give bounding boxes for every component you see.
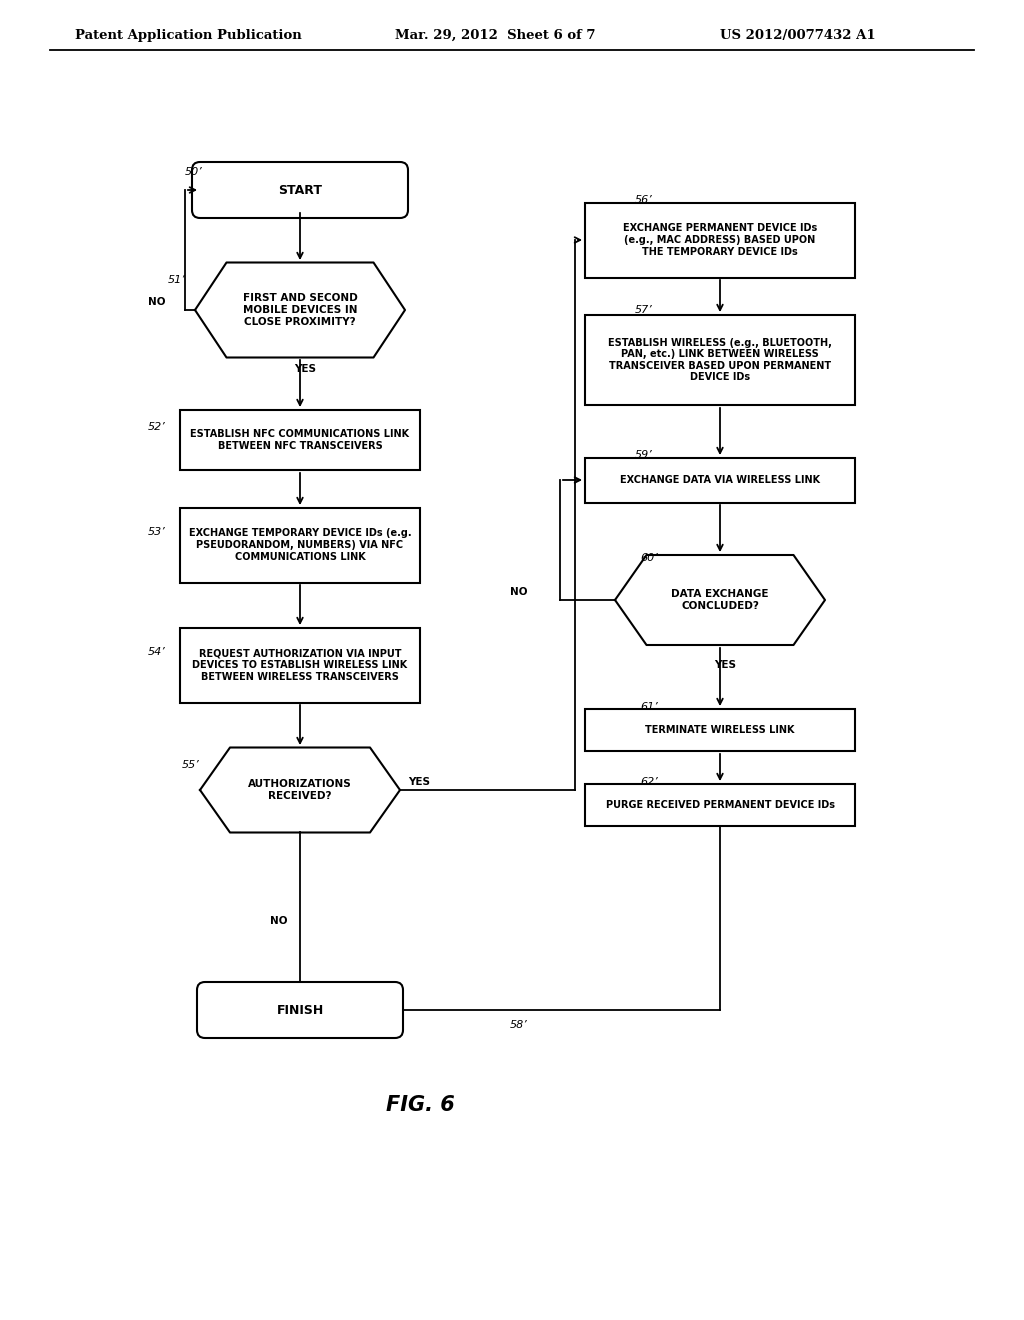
Text: 62’: 62’ <box>640 777 657 787</box>
Text: NO: NO <box>148 297 166 308</box>
Bar <box>180 507 420 582</box>
Text: YES: YES <box>714 660 736 671</box>
Text: EXCHANGE DATA VIA WIRELESS LINK: EXCHANGE DATA VIA WIRELESS LINK <box>620 475 820 484</box>
Text: DATA EXCHANGE
CONCLUDED?: DATA EXCHANGE CONCLUDED? <box>672 589 769 611</box>
Text: 51’: 51’ <box>168 275 185 285</box>
Text: 57’: 57’ <box>635 305 652 315</box>
Text: 60’: 60’ <box>640 553 657 564</box>
Bar <box>180 627 420 702</box>
Text: FIRST AND SECOND
MOBILE DEVICES IN
CLOSE PROXIMITY?: FIRST AND SECOND MOBILE DEVICES IN CLOSE… <box>243 293 357 326</box>
Text: PURGE RECEIVED PERMANENT DEVICE IDs: PURGE RECEIVED PERMANENT DEVICE IDs <box>605 800 835 810</box>
FancyBboxPatch shape <box>197 982 403 1038</box>
Bar <box>585 784 855 826</box>
Text: YES: YES <box>294 363 316 374</box>
Text: US 2012/0077432 A1: US 2012/0077432 A1 <box>720 29 876 41</box>
Polygon shape <box>200 747 400 833</box>
Bar <box>585 315 855 405</box>
Bar <box>585 458 855 503</box>
Text: 55’: 55’ <box>182 760 200 770</box>
Text: AUTHORIZATIONS
RECEIVED?: AUTHORIZATIONS RECEIVED? <box>248 779 352 801</box>
Text: ESTABLISH NFC COMMUNICATIONS LINK
BETWEEN NFC TRANSCEIVERS: ESTABLISH NFC COMMUNICATIONS LINK BETWEE… <box>190 429 410 451</box>
Text: 59’: 59’ <box>635 450 652 459</box>
Text: 61’: 61’ <box>640 702 657 711</box>
Text: NO: NO <box>270 916 288 927</box>
Text: TERMINATE WIRELESS LINK: TERMINATE WIRELESS LINK <box>645 725 795 735</box>
Text: EXCHANGE PERMANENT DEVICE IDs
(e.g., MAC ADDRESS) BASED UPON
THE TEMPORARY DEVIC: EXCHANGE PERMANENT DEVICE IDs (e.g., MAC… <box>623 223 817 256</box>
Bar <box>585 202 855 277</box>
Text: FIG. 6: FIG. 6 <box>386 1096 455 1115</box>
Text: ESTABLISH WIRELESS (e.g., BLUETOOTH,
PAN, etc.) LINK BETWEEN WIRELESS
TRANSCEIVE: ESTABLISH WIRELESS (e.g., BLUETOOTH, PAN… <box>608 338 831 383</box>
FancyBboxPatch shape <box>193 162 408 218</box>
Polygon shape <box>615 554 825 645</box>
Text: NO: NO <box>510 587 527 597</box>
Text: 54’: 54’ <box>148 647 166 657</box>
Text: START: START <box>278 183 322 197</box>
Bar <box>180 411 420 470</box>
Text: 56’: 56’ <box>635 195 652 205</box>
Text: 50’: 50’ <box>185 168 203 177</box>
Polygon shape <box>195 263 406 358</box>
Text: 52’: 52’ <box>148 422 166 432</box>
Text: REQUEST AUTHORIZATION VIA INPUT
DEVICES TO ESTABLISH WIRELESS LINK
BETWEEN WIREL: REQUEST AUTHORIZATION VIA INPUT DEVICES … <box>193 648 408 681</box>
Bar <box>585 709 855 751</box>
Text: 58’: 58’ <box>510 1020 527 1030</box>
Text: FINISH: FINISH <box>276 1003 324 1016</box>
Text: Mar. 29, 2012  Sheet 6 of 7: Mar. 29, 2012 Sheet 6 of 7 <box>395 29 596 41</box>
Text: Patent Application Publication: Patent Application Publication <box>75 29 302 41</box>
Text: EXCHANGE TEMPORARY DEVICE IDs (e.g.
PSEUDORANDOM, NUMBERS) VIA NFC
COMMUNICATION: EXCHANGE TEMPORARY DEVICE IDs (e.g. PSEU… <box>188 528 412 561</box>
Text: 53’: 53’ <box>148 527 166 537</box>
Text: YES: YES <box>408 777 430 787</box>
